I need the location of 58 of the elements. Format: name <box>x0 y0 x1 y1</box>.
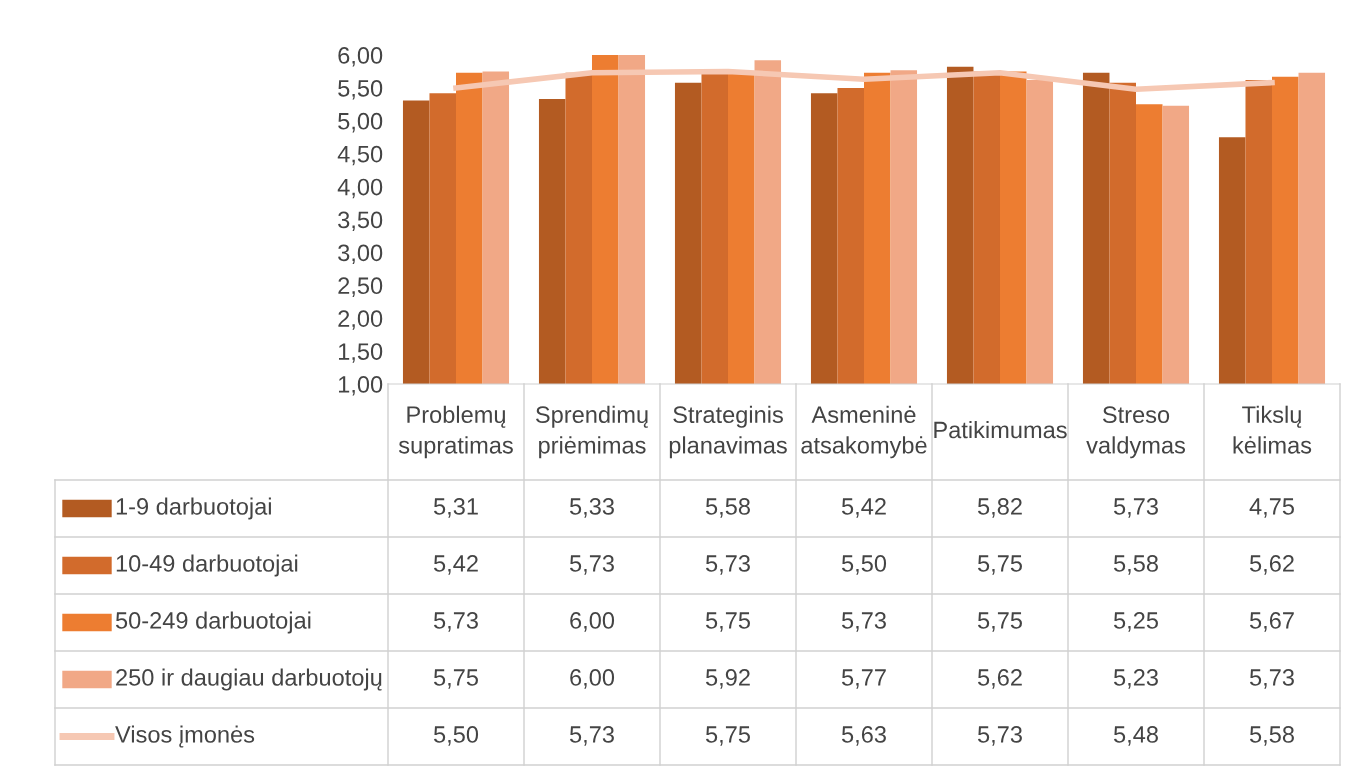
data-label: 4,75 <box>1249 498 1294 518</box>
legend-label: 1-9 darbuotojai <box>116 497 271 520</box>
y-tick-label: 2,00 <box>338 310 383 330</box>
data-label: 6,00 <box>570 612 615 632</box>
data-label: 5,73 <box>977 726 1022 746</box>
data-label: 5,58 <box>1113 555 1158 575</box>
data-label: 5,25 <box>1113 612 1158 632</box>
data-label: 5,75 <box>433 669 478 689</box>
x-tick-label: Sprendimų priėmimas <box>535 405 648 459</box>
data-label: 5,75 <box>705 726 750 746</box>
data-label: 5,92 <box>705 669 750 689</box>
y-tick-label: 1,50 <box>338 343 383 363</box>
legend-label: 10-49 darbuotojai <box>116 554 298 577</box>
data-label: 5,63 <box>841 726 886 746</box>
x-tick-label: Problemų supratimas <box>398 405 513 459</box>
data-label: 5,23 <box>1113 669 1158 689</box>
y-tick-label: 2,50 <box>338 277 383 297</box>
y-tick-label: 4,50 <box>337 145 383 166</box>
legend-label: 50-249 darbuotojai <box>115 611 311 634</box>
data-label: 5,62 <box>1249 555 1294 575</box>
x-tick-label: Streso valdymas <box>1086 406 1186 459</box>
y-tick-label: 6,00 <box>338 47 383 67</box>
y-tick-label: 3,50 <box>338 211 383 232</box>
y-tick-label: 5,00 <box>338 112 383 133</box>
data-label: 5,50 <box>433 726 479 746</box>
data-label: 5,75 <box>705 612 750 632</box>
data-label: 5,67 <box>1249 612 1294 632</box>
data-label: 5,73 <box>841 612 886 632</box>
data-label: 5,73 <box>705 555 750 575</box>
legend-label: Visos įmonės <box>115 725 255 748</box>
data-label: 5,48 <box>1113 726 1158 746</box>
data-label: 5,77 <box>841 669 886 689</box>
x-tick-label: Strateginis planavimas <box>669 405 787 459</box>
data-label: 5,62 <box>977 669 1022 689</box>
y-tick-label: 3,00 <box>338 244 383 264</box>
data-label: 5,75 <box>977 612 1022 632</box>
data-label: 5,42 <box>841 498 886 518</box>
data-label: 6,00 <box>570 669 615 689</box>
y-tick-label: 5,50 <box>338 79 383 100</box>
data-label: 5,73 <box>433 612 478 632</box>
x-tick-label: Patikimumas <box>934 420 1067 439</box>
data-label: 5,73 <box>569 726 614 746</box>
x-tick-label: Tikslų kėlimas <box>1233 405 1312 454</box>
data-label: 5,58 <box>1249 726 1294 746</box>
y-tick-label: 4,00 <box>337 178 383 199</box>
data-label: 5,82 <box>977 498 1022 518</box>
x-tick-label: Asmeninė atsakomybė <box>801 405 927 459</box>
data-label: 5,73 <box>569 555 614 575</box>
data-label: 5,33 <box>569 498 614 518</box>
data-label: 5,42 <box>433 555 478 575</box>
data-label: 5,75 <box>977 555 1022 575</box>
y-tick-label: 1,00 <box>338 376 383 396</box>
data-label: 5,73 <box>1249 669 1294 689</box>
data-label: 5,58 <box>705 498 750 518</box>
legend-label: 250 ir daugiau darbuotojų <box>116 668 382 691</box>
data-label: 5,31 <box>433 498 478 518</box>
data-label: 5,73 <box>1113 498 1158 518</box>
data-label: 5,50 <box>841 555 887 575</box>
